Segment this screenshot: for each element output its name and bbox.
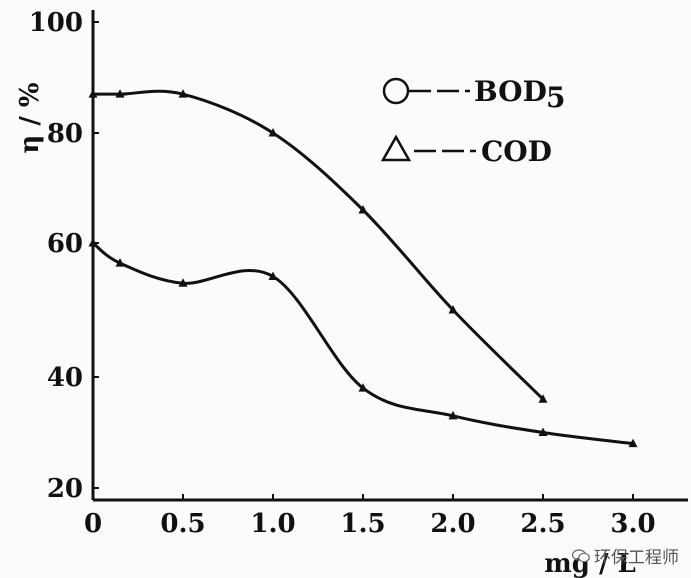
x-tick-label: 0 [84,509,102,539]
data-point-bod5 [88,89,98,98]
data-point-cod [358,383,368,392]
x-tick-label: 1.5 [340,509,385,539]
legend-label-bod: BOD [474,75,547,108]
data-point-cod [268,271,278,280]
data-point-cod [88,238,98,247]
series-line-bod5 [93,89,545,401]
data-point-bod5 [268,128,278,137]
data-point-bod5 [538,394,548,403]
x-tick-label: 2.5 [520,509,565,539]
data-point-cod [178,278,188,287]
data-point-bod5 [448,305,458,314]
data-point-bod5 [115,89,125,98]
data-point-cod [538,427,548,436]
data-point-cod [448,410,458,420]
x-tick-label: 2.0 [430,509,475,539]
data-point-cod [115,258,125,267]
y-tick-label: 60 [47,229,83,259]
x-tick-label: 3.0 [610,509,655,539]
series-line-cod [92,241,634,446]
y-tick-label: 40 [47,363,83,393]
legend-circle-marker [382,77,410,105]
legend: BOD 5 COD [380,75,565,168]
wechat-icon [572,548,590,562]
watermark: 环保工程师 [572,543,679,568]
y-axis-title: η / % [15,82,45,154]
y-tick-label: 20 [47,474,83,504]
x-tick-label: 0.5 [160,509,205,539]
x-axis-title: mg / L [544,549,636,578]
data-point-bod5 [358,205,368,214]
y-tick-label: 80 [47,119,83,149]
legend-triangle-marker [380,134,412,162]
legend-subscript-bod: 5 [546,81,565,114]
axes: 20 40 60 80 100 0 0.5 1.0 1.5 2.0 2.5 3.0 mg / L η / … [15,8,688,578]
data-point-bod5 [178,89,188,98]
series-layer [88,89,638,448]
x-tick-label: 1.0 [250,509,295,539]
y-tick-label: 100 [29,8,83,38]
watermark-text: 环保工程师 [594,548,679,568]
data-point-cod [628,438,638,448]
legend-label-cod: COD [481,135,552,168]
